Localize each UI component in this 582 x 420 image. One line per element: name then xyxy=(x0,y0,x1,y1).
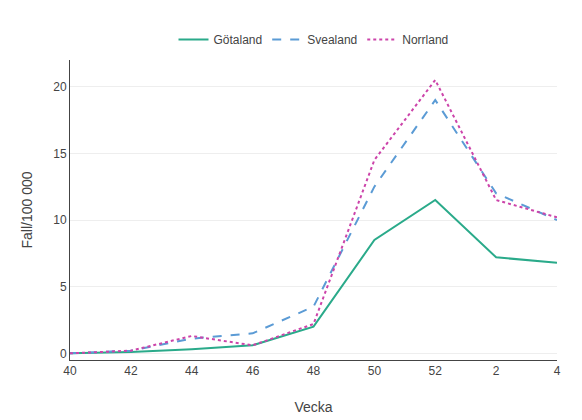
svg-text:Fall/100 000: Fall/100 000 xyxy=(19,171,35,248)
svg-text:Götaland: Götaland xyxy=(214,33,263,47)
svg-text:42: 42 xyxy=(124,364,138,378)
svg-text:Norrland: Norrland xyxy=(402,33,448,47)
svg-text:5: 5 xyxy=(60,280,67,294)
svg-text:40: 40 xyxy=(63,364,77,378)
svg-text:2: 2 xyxy=(493,364,500,378)
svg-text:46: 46 xyxy=(246,364,260,378)
svg-text:44: 44 xyxy=(185,364,199,378)
svg-text:52: 52 xyxy=(429,364,443,378)
svg-text:50: 50 xyxy=(368,364,382,378)
svg-text:10: 10 xyxy=(53,213,67,227)
svg-text:15: 15 xyxy=(53,147,67,161)
svg-text:Vecka: Vecka xyxy=(294,399,332,415)
svg-text:0: 0 xyxy=(60,347,67,361)
svg-text:20: 20 xyxy=(53,80,67,94)
svg-text:48: 48 xyxy=(307,364,321,378)
svg-text:4: 4 xyxy=(554,364,561,378)
svg-text:Svealand: Svealand xyxy=(307,33,357,47)
